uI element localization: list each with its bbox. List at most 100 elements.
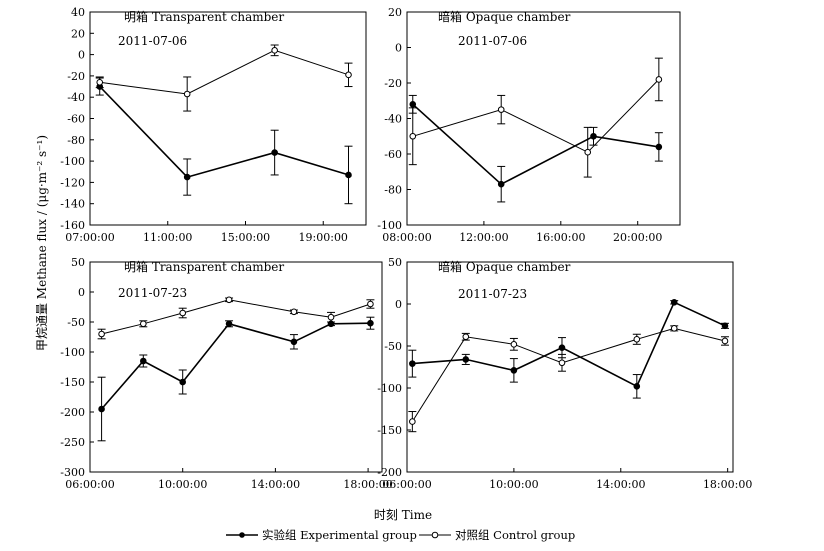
data-point <box>462 356 470 363</box>
y-tick-label: -100 <box>377 219 402 232</box>
legend-experimental-marker <box>239 532 245 538</box>
experimental-line <box>412 103 660 186</box>
y-tick-label: -80 <box>384 184 402 197</box>
experimental-line <box>100 322 371 410</box>
panel-date: 2011-07-23 <box>118 286 187 300</box>
data-point <box>327 313 335 321</box>
legend-control-label: 对照组 Control group <box>455 528 575 542</box>
data-point <box>290 308 298 316</box>
data-point <box>497 106 505 113</box>
experimental-series <box>408 94 663 203</box>
panel-date: 2011-07-06 <box>458 34 527 48</box>
x-tick-label: 14:00:00 <box>596 478 645 491</box>
y-tick-label: 50 <box>388 256 402 269</box>
data-point <box>633 335 641 343</box>
control-series <box>97 296 375 340</box>
data-point <box>367 319 374 327</box>
data-point <box>225 296 233 304</box>
legend-experimental-label: 实验组 Experimental group <box>262 528 417 542</box>
data-point <box>183 90 191 98</box>
data-point <box>225 320 233 328</box>
x-tick-label: 08:00:00 <box>382 231 431 244</box>
data-point <box>98 330 105 338</box>
data-point <box>367 300 374 308</box>
data-point <box>96 78 104 86</box>
control-series <box>408 57 663 178</box>
panel-4: -200 -150 -100 -50 0 50 06:00:00 10:00:00 14:00:… <box>377 256 752 491</box>
y-tick-label: -40 <box>384 113 402 126</box>
data-point <box>510 341 518 348</box>
data-point <box>183 173 191 181</box>
x-tick-label: 14:00:00 <box>251 478 300 491</box>
panel-title: 明箱 Transparent chamber <box>124 9 284 24</box>
y-tick-label: 0 <box>395 42 402 55</box>
control-series <box>408 325 729 433</box>
data-point <box>510 367 518 374</box>
control-series <box>95 44 353 112</box>
x-tick-label: 15:00:00 <box>221 231 270 244</box>
plot-frame <box>89 261 383 473</box>
y-tick-label: -50 <box>67 316 85 329</box>
data-point <box>409 360 416 367</box>
experimental-series <box>408 299 729 399</box>
data-point <box>670 299 678 306</box>
data-point <box>409 132 417 140</box>
panel-1: -160 -140 -120 -100 -80 -60 -40 -20 0 20 40 07:00:0… <box>60 6 367 244</box>
y-tick-label: -20 <box>67 70 85 83</box>
y-tick-label: -140 <box>60 198 85 211</box>
data-point <box>140 357 147 365</box>
y-tick-label: 0 <box>78 286 85 299</box>
panel-title: 明箱 Transparent chamber <box>124 259 284 274</box>
data-point <box>140 320 147 328</box>
y-tick-label: -80 <box>67 134 85 147</box>
control-line <box>412 79 660 153</box>
data-point <box>590 132 597 140</box>
y-tick-label: -200 <box>377 466 402 479</box>
x-tick-label: 19:00:00 <box>299 231 348 244</box>
data-point <box>98 405 105 413</box>
x-tick-label: 07:00:00 <box>65 231 114 244</box>
x-tick-label: 18:00:00 <box>343 478 392 491</box>
data-point <box>462 333 470 341</box>
x-tick-label: 16:00:00 <box>536 231 585 244</box>
y-tick-label: -100 <box>60 155 85 168</box>
y-tick-label: 20 <box>388 6 402 19</box>
experimental-line <box>412 301 726 388</box>
x-tick-label: 11:00:00 <box>143 231 192 244</box>
data-point <box>290 338 298 346</box>
x-tick-label: 18:00:00 <box>703 478 752 491</box>
plot-frame <box>406 261 734 473</box>
y-tick-label: -150 <box>377 424 402 437</box>
panel-date: 2011-07-06 <box>118 34 187 48</box>
data-point <box>721 337 729 345</box>
legend-control-marker <box>431 531 439 539</box>
legend: 实验组 Experimental group 对照组 Control group <box>226 528 575 542</box>
data-point <box>655 143 663 151</box>
data-point <box>497 180 505 188</box>
y-tick-label: -160 <box>60 219 85 232</box>
y-tick-label: 50 <box>71 256 85 269</box>
x-tick-label: 10:00:00 <box>489 478 538 491</box>
data-point <box>409 101 417 108</box>
y-tick-label: -50 <box>384 340 402 353</box>
y-tick-label: 20 <box>71 27 85 40</box>
y-tick-label: -100 <box>60 346 85 359</box>
panel-date: 2011-07-23 <box>458 287 527 301</box>
control-line <box>99 49 349 95</box>
x-tick-label: 12:00:00 <box>459 231 508 244</box>
experimental-series <box>97 316 375 442</box>
y-tick-label: -60 <box>384 148 402 161</box>
y-tick-label: -20 <box>384 77 402 90</box>
data-point <box>558 359 566 367</box>
y-tick-label: -60 <box>67 113 85 126</box>
x-tick-label: 20:00:00 <box>613 231 662 244</box>
x-tick-label: 10:00:00 <box>158 478 207 491</box>
plot-frame <box>406 11 681 226</box>
data-point <box>179 378 186 386</box>
y-axis-label: 甲烷通量 Methane flux / (μg·m⁻² s⁻¹) <box>35 135 49 351</box>
panel-title: 暗箱 Opaque chamber <box>438 259 571 274</box>
y-tick-label: -100 <box>377 382 402 395</box>
data-point <box>584 148 592 156</box>
panel-3: -300 -250 -200 -150 -100 -50 0 50 06:00:00 10:00:… <box>60 256 393 491</box>
